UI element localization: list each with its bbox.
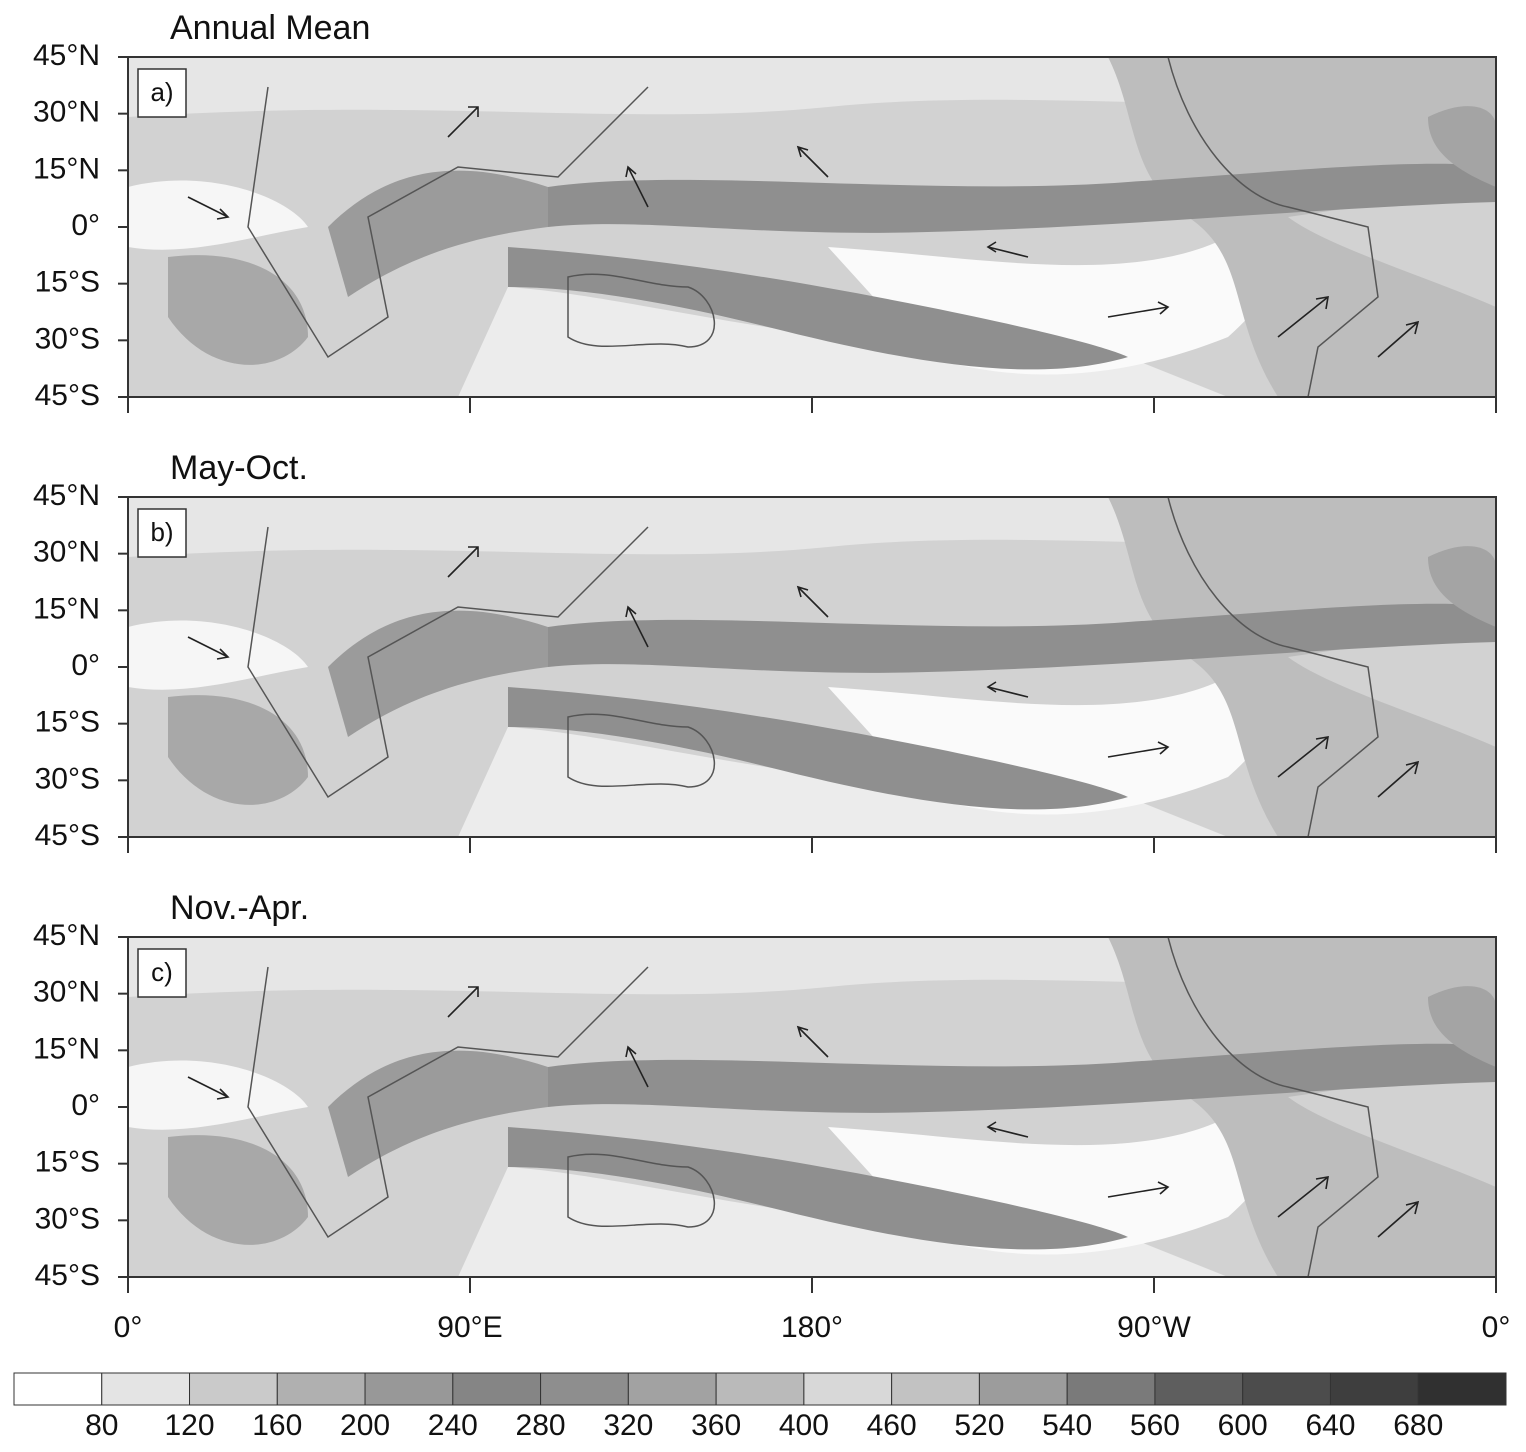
lat-tick-label: 15°S: [35, 706, 100, 739]
colorbar-label: 560: [1130, 1409, 1180, 1442]
lat-tick-label: 45°S: [35, 1259, 100, 1292]
lon-tick-label: 180°: [781, 1311, 843, 1344]
colorbar: 80 120 160 200 240 280 320 360 400 460 520 540 560 60…: [14, 1373, 1506, 1442]
colorbar-box: [1155, 1373, 1243, 1405]
colorbar-label: 360: [691, 1409, 741, 1442]
panels: Annual Meana)45°N30°N15°N0°15°S30°S45°SM…: [33, 9, 1510, 1344]
colorbar-label: 460: [867, 1409, 917, 1442]
colorbar-label: 280: [516, 1409, 566, 1442]
lat-tick-label: 30°N: [33, 536, 100, 569]
map-panel: Annual Mean a) 45°N 30°N 15°N 0° 15°S 30°S 45°S: [33, 9, 1496, 413]
colorbar-label: 640: [1305, 1409, 1355, 1442]
lat-tick-label: 15°N: [33, 592, 100, 625]
lat-tick-label: 45°S: [35, 379, 100, 412]
map-panel: Nov.-Apr. c) 45°N 30°N 15°N 0° 15°S 30°S 45°S 0° 9…: [33, 889, 1510, 1344]
colorbar-box: [1067, 1373, 1155, 1405]
lat-tick-label: 15°N: [33, 1032, 100, 1065]
colorbar-box: [1243, 1373, 1331, 1405]
colorbar-label: 680: [1393, 1409, 1443, 1442]
colorbar-label: 400: [779, 1409, 829, 1442]
panel-label: b): [150, 517, 173, 547]
colorbar-label: 240: [428, 1409, 478, 1442]
lat-tick-label: 15°N: [33, 152, 100, 185]
lat-tick-label: 0°: [71, 649, 100, 682]
lon-tick-label: 90°W: [1117, 1311, 1191, 1344]
colorbar-label: 520: [954, 1409, 1004, 1442]
lon-tick-label: 90°E: [437, 1311, 502, 1344]
lat-tick-label: 45°N: [33, 479, 100, 512]
map-panel: May-Oct. b) 45°N 30°N 15°N 0° 15°S 30°S 45°S: [33, 449, 1496, 853]
colorbar-box: [628, 1373, 716, 1405]
colorbar-label: 600: [1218, 1409, 1268, 1442]
colorbar-box: [1330, 1373, 1418, 1405]
panel-title: Nov.-Apr.: [170, 889, 309, 927]
colorbar-label: 160: [252, 1409, 302, 1442]
panel-label: c): [151, 957, 173, 987]
lat-tick-label: 30°S: [35, 322, 100, 355]
colorbar-box: [190, 1373, 278, 1405]
colorbar-label: 80: [85, 1409, 118, 1442]
lat-tick-label: 0°: [71, 1089, 100, 1122]
panel-label: a): [150, 77, 173, 107]
colorbar-box: [1418, 1373, 1506, 1405]
colorbar-box: [716, 1373, 804, 1405]
lon-tick-label: 0°: [1482, 1311, 1511, 1344]
colorbar-label: 200: [340, 1409, 390, 1442]
lat-tick-label: 15°S: [35, 266, 100, 299]
lon-tick-label: 0°: [114, 1311, 143, 1344]
colorbar-box: [892, 1373, 980, 1405]
lat-tick-label: 0°: [71, 209, 100, 242]
map-field: [128, 57, 1496, 397]
colorbar-label: 320: [603, 1409, 653, 1442]
map-field: [128, 937, 1496, 1277]
panel-title: May-Oct.: [170, 449, 308, 487]
lat-tick-label: 30°N: [33, 976, 100, 1009]
figure: Annual Meana)45°N30°N15°N0°15°S30°S45°SM…: [0, 0, 1526, 1452]
colorbar-box: [541, 1373, 629, 1405]
lat-tick-label: 15°S: [35, 1146, 100, 1179]
colorbar-box: [277, 1373, 365, 1405]
colorbar-box: [14, 1373, 102, 1405]
colorbar-box: [102, 1373, 190, 1405]
lat-tick-label: 30°S: [35, 1202, 100, 1235]
lat-tick-label: 30°N: [33, 96, 100, 129]
colorbar-box: [804, 1373, 892, 1405]
lat-tick-label: 45°N: [33, 39, 100, 72]
colorbar-box: [979, 1373, 1067, 1405]
lat-tick-label: 45°S: [35, 819, 100, 852]
panel-title: Annual Mean: [170, 9, 370, 47]
colorbar-box: [365, 1373, 453, 1405]
colorbar-box: [453, 1373, 541, 1405]
lat-tick-label: 30°S: [35, 762, 100, 795]
colorbar-label: 120: [164, 1409, 214, 1442]
lat-tick-label: 45°N: [33, 919, 100, 952]
colorbar-label: 540: [1042, 1409, 1092, 1442]
map-field: [128, 497, 1496, 837]
